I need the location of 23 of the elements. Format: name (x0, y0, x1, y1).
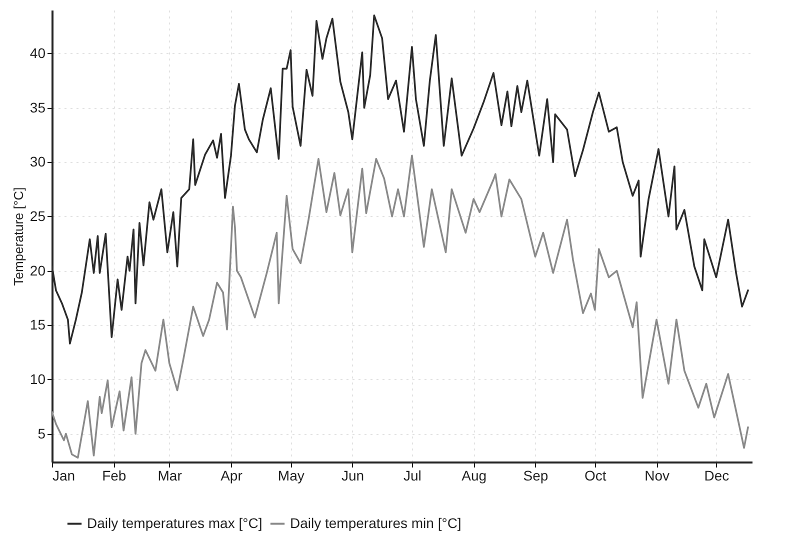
y-tick-label: 10 (30, 370, 46, 387)
y-tick-label: 35 (30, 99, 46, 116)
x-tick-label: Dec (704, 468, 730, 484)
y-tick-label: 40 (30, 44, 46, 61)
x-tick-label: Jun (341, 468, 364, 484)
legend-label: Daily temperatures min [°C] (290, 514, 462, 531)
x-tick-label: Apr (220, 468, 243, 484)
x-tick-label: Aug (462, 468, 487, 484)
y-axis-title: Temperature [°C] (10, 187, 26, 286)
x-tick-label: Oct (584, 468, 606, 484)
y-tick-label: 25 (30, 208, 46, 224)
y-tick-label: 5 (38, 425, 46, 442)
legend-label: Daily temperatures max [°C] (87, 514, 262, 531)
x-tick-label: Mar (158, 468, 182, 484)
x-tick-label: Jan (52, 468, 76, 484)
x-tick-label: Feb (102, 468, 126, 484)
y-tick-label: 20 (30, 262, 46, 278)
x-tick-label: May (278, 468, 304, 484)
x-tick-label: Nov (644, 468, 670, 484)
x-tick-label: Jul (403, 468, 422, 484)
x-tick-label: Sep (523, 468, 548, 484)
y-tick-label: 15 (30, 316, 46, 333)
y-tick-label: 30 (30, 154, 46, 170)
